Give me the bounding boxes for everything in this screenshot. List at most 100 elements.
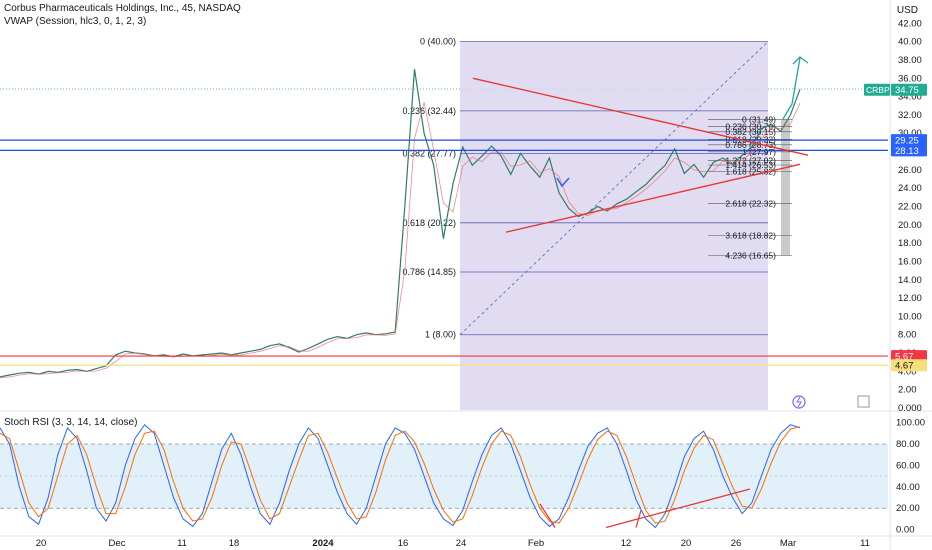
- fib-level-label: 0.618 (20.22): [402, 218, 456, 228]
- projection-arrowhead: [792, 56, 809, 65]
- fib-level-label: 1 (8.00): [425, 330, 456, 340]
- price-tick-label: 24.00: [898, 183, 922, 194]
- stoch-tick-label: 20.00: [896, 503, 920, 514]
- vwap-legend: VWAP (Session, hlc3, 0, 1, 2, 3): [4, 16, 146, 27]
- price-tick-label: 10.00: [898, 311, 922, 322]
- time-tick-label: 11: [177, 538, 187, 549]
- ext-level-label: 0.786 (28.73): [725, 140, 776, 150]
- stoch-tick-label: 60.00: [896, 460, 920, 471]
- fib-level-label: 0.382 (27.77): [402, 149, 456, 159]
- fib-level-label: 0.236 (32.44): [402, 106, 456, 116]
- price-tick-label: 2.00: [898, 385, 917, 396]
- price-tick-label: 34.00: [898, 92, 922, 103]
- trendline-lower: [505, 163, 801, 233]
- currency-label[interactable]: USD: [896, 5, 918, 16]
- stoch-tick-label: 80.00: [896, 439, 920, 450]
- projection-arrow: [782, 57, 801, 120]
- time-tick-label: 16: [398, 538, 409, 549]
- price-series: [0, 69, 801, 379]
- lightning-glyph: [796, 396, 802, 408]
- ext-level-label: 1.272 (27.02): [725, 156, 776, 166]
- time-tick-label: Mar: [780, 538, 796, 549]
- time-tick-label: Feb: [528, 538, 544, 549]
- stoch-rsi-pane: 0.00 20.00 40.00 60.00 80.00 100.00: [0, 418, 925, 536]
- fib-level-label: 0 (40.00): [420, 37, 456, 47]
- symbol-title[interactable]: Corbus Pharmaceuticals Holdings, Inc., 4…: [4, 3, 241, 14]
- price-badge: [891, 350, 927, 363]
- fib-zone: [460, 41, 768, 411]
- time-axis[interactable]: 20 Dec 11 18 2024 16 24 Feb 12 20 26 Mar 11: [0, 535, 932, 549]
- price-tick-label: 0.000: [898, 403, 922, 414]
- fib-trend-dashed: [459, 41, 769, 336]
- stoch-indicator-label[interactable]: Stoch RSI (3, 3, 14, 14, close): [4, 417, 138, 428]
- price-badge: [891, 359, 927, 372]
- price-tick-label: 36.00: [898, 73, 922, 84]
- drawings[interactable]: [0, 56, 888, 366]
- ext-level-label: 1.414 (26.53): [725, 160, 776, 170]
- fib-extension[interactable]: 0 (31.49)0.236 (30.76)0.382 (30.15)0.618…: [708, 115, 792, 261]
- ext-bar: [781, 119, 790, 256]
- stoch-divergence-2: [605, 488, 751, 529]
- stoch-tick-label: 40.00: [896, 482, 920, 493]
- price-tick-label: 32.00: [898, 110, 922, 121]
- symbol-badge: [864, 83, 890, 96]
- vwap-indicator-label[interactable]: VWAP (Session, hlc3, 0, 1, 2, 3): [4, 16, 147, 27]
- time-tick-label: 2024: [312, 538, 334, 549]
- ext-level-label: 0.382 (30.15): [725, 127, 776, 137]
- time-tick-label: 20: [36, 538, 47, 549]
- price-badge-text: 4.67: [895, 361, 914, 372]
- price-axis[interactable]: 0.0002.004.006.008.0010.0012.0014.0016.0…: [792, 18, 927, 414]
- stoch-d-line: [0, 426, 801, 524]
- fib-retracement[interactable]: 0 (40.00) 0.236 (32.44) 0.382 (27.77) 0.618…: [402, 37, 769, 411]
- ext-level-label: 2.618 (22.32): [725, 199, 776, 209]
- price-tick-label: 12.00: [898, 293, 922, 304]
- stoch-legend: Stoch RSI (3, 3, 14, 14, close): [4, 417, 137, 428]
- price-tick-label: 4.00: [898, 366, 917, 377]
- ext-level-label: 4.236 (16.65): [725, 251, 776, 261]
- time-tick-label: 18: [229, 538, 240, 549]
- ext-level-label: 3.618 (18.82): [725, 231, 776, 241]
- price-tick-label: 20.00: [898, 220, 922, 231]
- earnings-icon: [857, 395, 870, 408]
- price-tick-label: 26.00: [898, 165, 922, 176]
- stoch-divergence-3: [635, 510, 642, 528]
- ext-level-label: 1 (27.97): [742, 147, 776, 157]
- last-price-badge: [891, 83, 927, 96]
- stoch-band: [0, 443, 888, 509]
- price-line: [0, 69, 801, 378]
- time-tick-label: 11: [860, 538, 870, 549]
- down-arrow: [556, 177, 570, 188]
- price-tick-label: 16.00: [898, 256, 922, 267]
- price-badge-text: 28.13: [895, 146, 919, 157]
- ext-level-label: 1.618 (25.82): [725, 167, 776, 177]
- stoch-divergence-1: [539, 503, 556, 528]
- time-tick-label: 24: [456, 538, 467, 549]
- price-badge-text: 5.67: [895, 352, 914, 363]
- price-tick-label: 22.00: [898, 202, 922, 213]
- price-tick-label: 8.00: [898, 330, 917, 341]
- price-tick-label: 30.00: [898, 128, 922, 139]
- time-tick-label: Dec: [109, 538, 126, 549]
- ext-level-label: 0.618 (29.32): [725, 134, 776, 144]
- price-badge: [891, 144, 927, 157]
- vwap-line: [0, 102, 801, 379]
- time-tick-label: 26: [731, 538, 742, 549]
- price-tick-label: 40.00: [898, 37, 922, 48]
- ext-level-label: 0 (31.49): [742, 115, 776, 125]
- time-tick-label: 12: [621, 538, 632, 549]
- symbol-badge-text: CRBP: [866, 85, 890, 95]
- fib-level-label: 0.786 (14.85): [402, 267, 456, 277]
- price-badge: [891, 134, 927, 147]
- stoch-tick-label: 0.00: [896, 525, 915, 536]
- price-tick-label: 18.00: [898, 238, 922, 249]
- stoch-k-line: [0, 423, 801, 529]
- time-tick-label: 20: [681, 538, 692, 549]
- price-tick-label: 14.00: [898, 275, 922, 286]
- chart-legend: Corbus Pharmaceuticals Holdings, Inc., 4…: [4, 3, 241, 14]
- price-tick-label: 38.00: [898, 55, 922, 66]
- price-badge-text: 29.25: [895, 136, 919, 147]
- ext-level-label: 0.236 (30.76): [725, 121, 776, 131]
- trendline-upper: [472, 77, 809, 156]
- stoch-tick-label: 100.00: [896, 418, 925, 429]
